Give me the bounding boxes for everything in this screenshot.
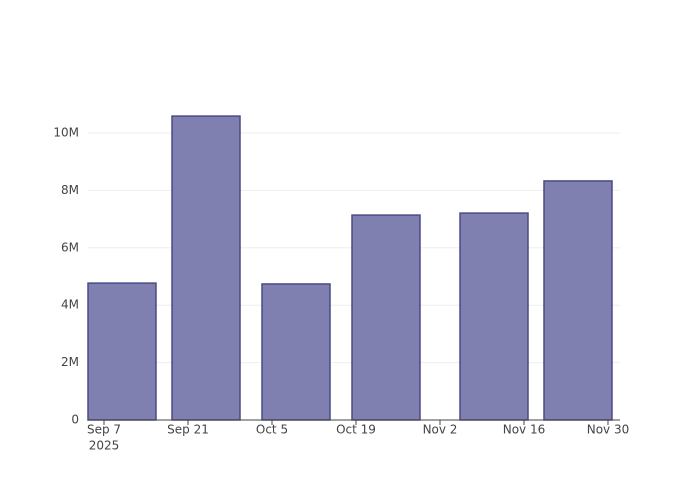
- y-tick-label: 6M: [61, 240, 79, 254]
- x-tick-label: Nov 2: [423, 423, 458, 437]
- bar: [543, 180, 613, 421]
- x-tick-label: Nov 30: [587, 423, 630, 437]
- x-tick-label: Sep 21: [167, 423, 209, 437]
- bar: [459, 212, 529, 421]
- x-tick-label: Nov 16: [503, 423, 546, 437]
- y-tick-label: 10M: [53, 126, 79, 140]
- bar: [351, 214, 421, 421]
- bar: [87, 282, 157, 421]
- y-tick-label: 8M: [61, 183, 79, 197]
- x-tick-label: Oct 5: [256, 423, 288, 437]
- y-tick-label: 4M: [61, 298, 79, 312]
- bar: [171, 115, 241, 421]
- x-tick-year: 2025: [89, 439, 120, 453]
- y-tick-label: 2M: [61, 355, 79, 369]
- y-tick-label: 0: [71, 413, 79, 427]
- x-tick-label: Sep 7: [87, 423, 121, 437]
- x-tick-label: Oct 19: [336, 423, 376, 437]
- bar: [261, 283, 331, 421]
